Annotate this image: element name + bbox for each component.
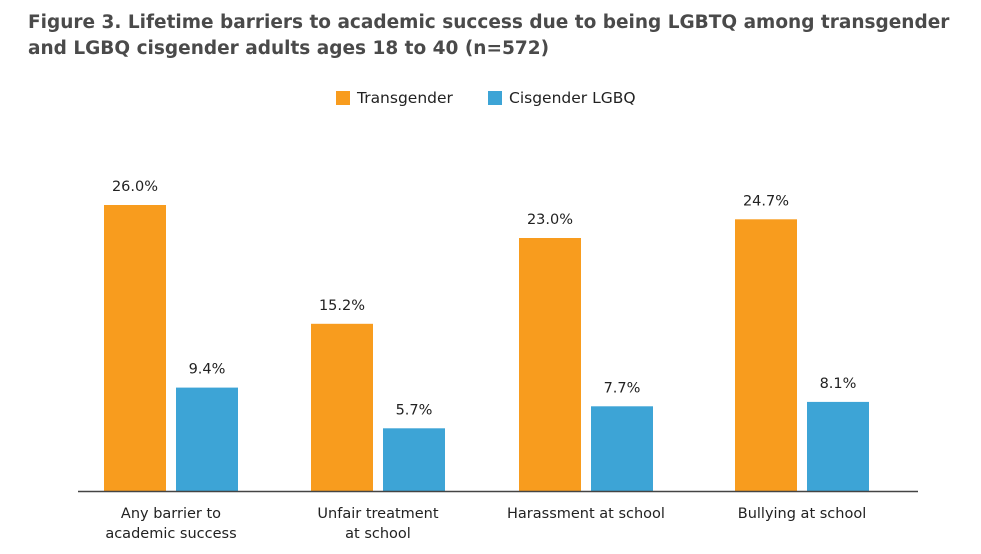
bar-cisgender-2 <box>591 406 653 491</box>
legend-item-cisgender: Cisgender LGBQ <box>488 88 636 108</box>
data-label-cisgender-0: 9.4% <box>189 362 226 378</box>
data-label-cisgender-1: 5.7% <box>396 402 433 418</box>
legend-item-transgender: Transgender <box>336 88 453 108</box>
category-label-1-line-1: at school <box>345 526 411 542</box>
data-label-transgender-0: 26.0% <box>112 179 158 195</box>
data-label-cisgender-3: 8.1% <box>820 376 857 392</box>
bar-transgender-3 <box>735 219 797 492</box>
legend-swatch-transgender <box>336 91 350 105</box>
bar-cisgender-1 <box>383 428 445 491</box>
data-label-transgender-1: 15.2% <box>319 298 365 314</box>
data-label-cisgender-2: 7.7% <box>604 380 641 396</box>
legend-label-transgender: Transgender <box>357 89 453 107</box>
legend-swatch-cisgender <box>488 91 502 105</box>
legend: Transgender Cisgender LGBQ <box>0 88 981 108</box>
data-label-transgender-3: 24.7% <box>743 193 789 209</box>
bar-transgender-1 <box>311 323 373 491</box>
legend-label-cisgender: Cisgender LGBQ <box>509 89 636 107</box>
bar-transgender-0 <box>104 205 166 491</box>
bar-cisgender-0 <box>176 387 238 491</box>
bar-transgender-2 <box>519 238 581 491</box>
category-label-1-line-0: Unfair treatment <box>317 506 438 522</box>
category-label-0-line-1: academic success <box>105 526 236 542</box>
chart-title: Figure 3. Lifetime barriers to academic … <box>28 12 950 59</box>
data-label-transgender-2: 23.0% <box>527 212 573 228</box>
bar-cisgender-3 <box>807 401 869 491</box>
category-label-3-line-0: Bullying at school <box>738 506 866 522</box>
category-label-0-line-0: Any barrier to <box>121 506 221 522</box>
category-label-2-line-0: Harassment at school <box>507 506 665 522</box>
